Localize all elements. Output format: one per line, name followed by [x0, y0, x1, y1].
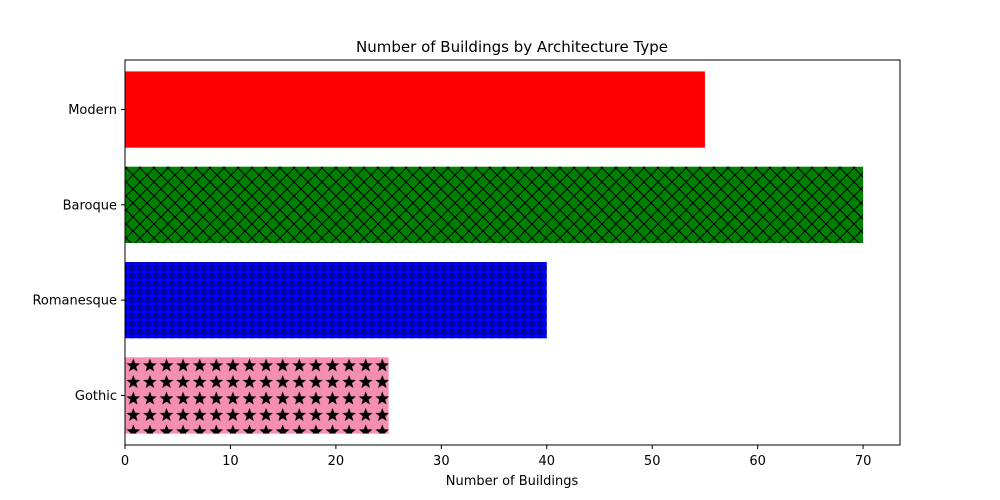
bar-baroque-hatch [125, 166, 864, 243]
y-tick-label-baroque: Baroque [63, 198, 117, 213]
x-tick-label: 10 [222, 454, 239, 469]
bar-romanesque-hatch [125, 262, 547, 339]
x-tick-label: 30 [433, 454, 450, 469]
bar-gothic-hatch [125, 357, 389, 434]
x-tick-label: 20 [328, 454, 345, 469]
bar-gothic [125, 357, 389, 434]
bar-romanesque [125, 262, 547, 339]
x-axis-label: Number of Buildings [446, 474, 579, 489]
x-tick-label: 70 [855, 454, 872, 469]
bar-baroque [125, 166, 864, 243]
x-tick-label: 60 [749, 454, 766, 469]
y-tick-label-modern: Modern [68, 103, 117, 118]
bar-modern [125, 71, 705, 148]
y-tick-label-gothic: Gothic [75, 389, 117, 404]
plot-frame [124, 59, 901, 446]
x-tick-label: 50 [644, 454, 661, 469]
x-tick-label: 0 [121, 454, 129, 469]
x-tick-label: 40 [538, 454, 555, 469]
bar-modern-fill [125, 71, 705, 148]
y-tick-label-romanesque: Romanesque [32, 294, 117, 309]
chart-title: Number of Buildings by Architecture Type [356, 38, 668, 56]
